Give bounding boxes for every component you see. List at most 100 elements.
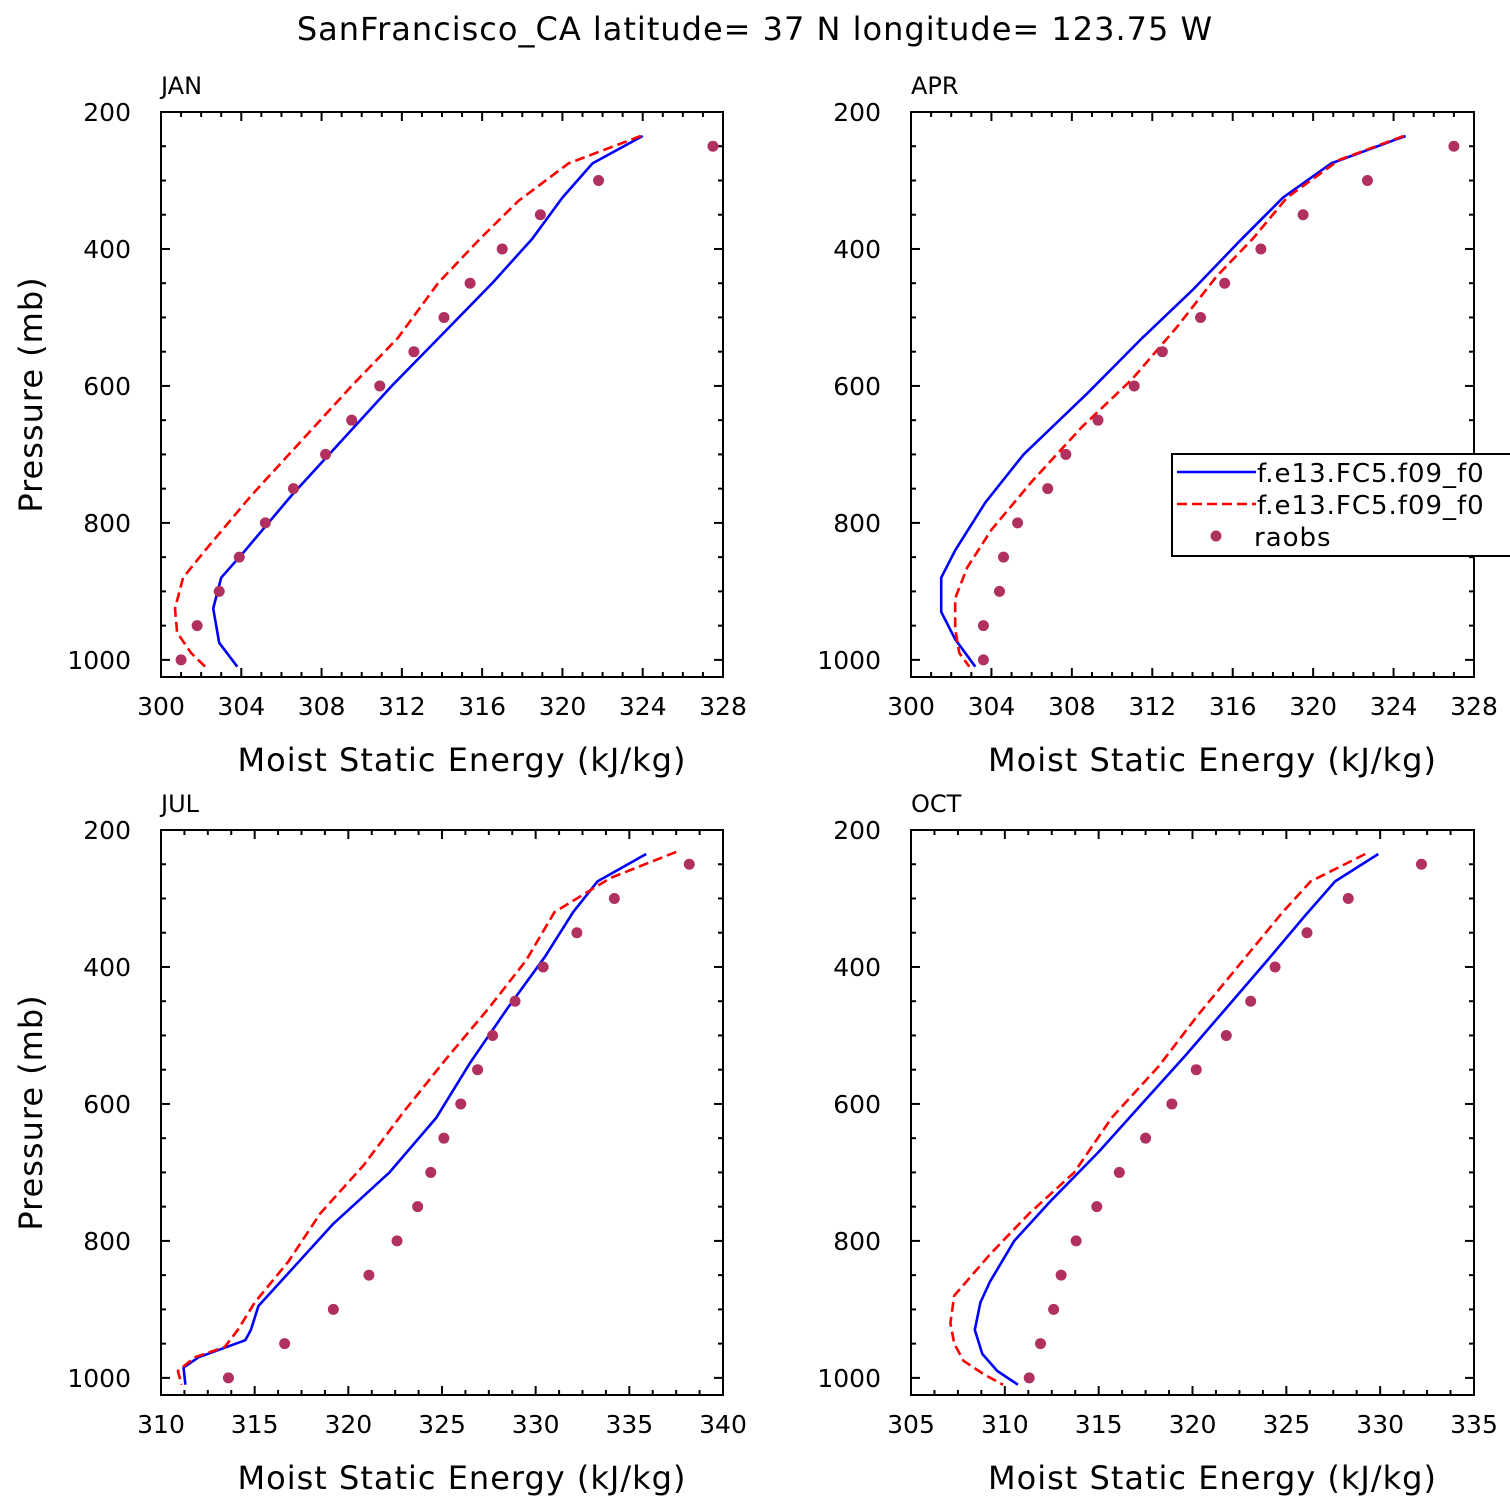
- y-tick-label: 200: [833, 98, 881, 127]
- y-tick-label: 1000: [67, 646, 131, 675]
- raobs-point: [287, 483, 299, 495]
- y-tick-label: 600: [833, 1090, 881, 1119]
- y-tick-label: 200: [83, 816, 131, 845]
- raobs-point: [1034, 1338, 1046, 1350]
- y-tick-label: 400: [833, 235, 881, 264]
- series-line-solid: [973, 852, 1379, 1386]
- raobs-point: [997, 551, 1009, 563]
- y-tick-label: 400: [833, 953, 881, 982]
- raobs-point: [1220, 1029, 1232, 1041]
- y-tick-label: 400: [83, 235, 131, 264]
- raobs-point: [1195, 311, 1207, 323]
- x-tick-label: 320: [1289, 692, 1337, 721]
- raobs-point: [279, 1338, 291, 1350]
- panel-jul: 310 315 320 325 330 335 340 200 400 600 800 1000 JUL…: [12, 790, 747, 1497]
- y-tick-label: 600: [83, 372, 131, 401]
- x-tick-label: 316: [1209, 692, 1257, 721]
- y-tick-label: 800: [83, 1227, 131, 1256]
- x-tick-label: 300: [137, 692, 185, 721]
- raobs-point: [213, 585, 225, 597]
- raobs-point: [1060, 448, 1072, 460]
- x-axis-label: Moist Static Energy (kJ/kg): [988, 741, 1437, 779]
- raobs-point: [977, 620, 989, 632]
- raobs-point: [1092, 414, 1104, 426]
- raobs-point: [374, 380, 386, 392]
- series-line-solid: [939, 134, 1407, 668]
- raobs-point: [571, 927, 583, 939]
- x-tick-label: 300: [887, 692, 935, 721]
- y-tick-label: 200: [833, 816, 881, 845]
- raobs-point: [977, 654, 989, 666]
- y-tick-label: 800: [83, 509, 131, 538]
- raobs-point: [1091, 1201, 1103, 1213]
- raobs-point: [175, 654, 187, 666]
- y-axis-label: Pressure (mb): [12, 994, 50, 1230]
- raobs-point: [1048, 1303, 1060, 1315]
- raobs-point: [1113, 1166, 1125, 1178]
- x-tick-label: 335: [605, 1410, 653, 1439]
- raobs-point: [327, 1303, 339, 1315]
- x-tick-label: 328: [699, 692, 747, 721]
- raobs-point: [1245, 995, 1257, 1007]
- raobs-point: [233, 551, 245, 563]
- raobs-point: [683, 858, 695, 870]
- raobs-point: [1219, 277, 1231, 289]
- raobs-point: [1297, 209, 1309, 221]
- x-tick-label: 312: [378, 692, 426, 721]
- raobs-point: [1128, 380, 1140, 392]
- raobs-point: [412, 1201, 424, 1213]
- x-tick-label: 330: [1356, 1410, 1404, 1439]
- x-tick-label: 312: [1128, 692, 1176, 721]
- raobs-point: [534, 209, 546, 221]
- panel-label: JUL: [159, 790, 200, 818]
- series-line-solid: [211, 134, 644, 668]
- y-axis-label: Pressure (mb): [12, 276, 50, 512]
- raobs-point: [259, 517, 271, 529]
- raobs-point: [455, 1098, 467, 1110]
- y-tick-label: 1000: [817, 646, 881, 675]
- x-tick-label: 310: [137, 1410, 185, 1439]
- raobs-point: [1269, 961, 1281, 973]
- raobs-point: [1255, 243, 1267, 255]
- series-line-dashed: [949, 852, 1366, 1386]
- x-tick-label: 328: [1450, 692, 1498, 721]
- raobs-point: [438, 1132, 450, 1144]
- y-tick-label: 600: [833, 372, 881, 401]
- raobs-point: [1042, 483, 1054, 495]
- x-axis-label: Moist Static Energy (kJ/kg): [238, 741, 687, 779]
- series-line-dashed: [173, 134, 642, 668]
- raobs-point: [1448, 140, 1460, 152]
- raobs-point: [509, 995, 521, 1007]
- raobs-point: [438, 311, 450, 323]
- raobs-point: [487, 1029, 499, 1041]
- x-tick-label: 320: [539, 692, 587, 721]
- y-tick-label: 600: [83, 1090, 131, 1119]
- raobs-point: [408, 346, 420, 358]
- x-tick-label: 310: [981, 1410, 1029, 1439]
- x-axis-label: Moist Static Energy (kJ/kg): [238, 1459, 687, 1497]
- x-tick-label: 320: [324, 1410, 372, 1439]
- raobs-point: [1156, 346, 1168, 358]
- series-line-dashed: [176, 850, 677, 1386]
- raobs-point: [222, 1372, 234, 1384]
- x-axis-label: Moist Static Energy (kJ/kg): [988, 1459, 1437, 1497]
- raobs-point: [425, 1166, 437, 1178]
- raobs-point: [320, 448, 332, 460]
- y-tick-label: 400: [83, 953, 131, 982]
- x-tick-label: 304: [217, 692, 265, 721]
- raobs-point: [191, 620, 203, 632]
- y-tick-label: 200: [83, 98, 131, 127]
- raobs-point: [1012, 517, 1024, 529]
- x-tick-label: 324: [1370, 692, 1418, 721]
- x-tick-label: 325: [418, 1410, 466, 1439]
- x-tick-label: 320: [1169, 1410, 1217, 1439]
- panel-label: JAN: [159, 72, 202, 100]
- raobs-point: [1301, 927, 1313, 939]
- plot-frame: [910, 829, 1475, 1396]
- raobs-point: [707, 140, 719, 152]
- raobs-point: [1415, 858, 1427, 870]
- x-tick-label: 340: [699, 1410, 747, 1439]
- series-line-solid: [182, 852, 647, 1385]
